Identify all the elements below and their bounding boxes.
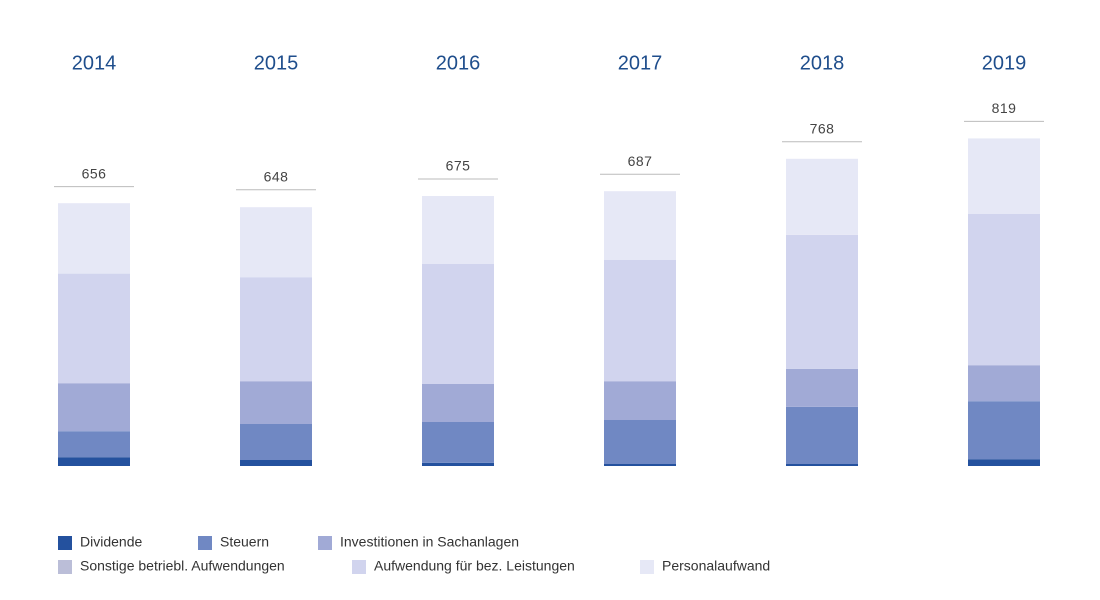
total-label: 648 [264, 169, 289, 185]
total-label: 819 [992, 100, 1017, 116]
bar-segment [422, 422, 494, 463]
bar-segment [786, 368, 858, 407]
bar-segment [240, 381, 312, 424]
bar-segment [422, 264, 494, 384]
year-label: 2019 [982, 52, 1027, 74]
legend-swatch [318, 536, 332, 550]
legend-label: Personalaufwand [662, 558, 770, 574]
bar-segment [58, 273, 130, 384]
bar-segment [240, 424, 312, 460]
bar-segment [58, 383, 130, 432]
bar-segment [604, 464, 676, 466]
bar-segment [968, 365, 1040, 402]
year-label: 2016 [436, 52, 481, 74]
total-label: 687 [628, 153, 653, 169]
bar-segment [604, 381, 676, 420]
bar-segment [968, 459, 1040, 466]
bar-segment [786, 406, 858, 464]
legend-label: Investitionen in Sachanlagen [340, 534, 519, 550]
bar-segment [240, 277, 312, 382]
bar-segment [422, 462, 494, 466]
bar-segment [604, 420, 676, 464]
bar-segment [968, 214, 1040, 366]
bar-segment [58, 431, 130, 458]
bar-segment [58, 457, 130, 466]
legend-swatch [352, 560, 366, 574]
bar-segment [786, 464, 858, 466]
legend-swatch [58, 560, 72, 574]
year-label: 2018 [800, 52, 845, 74]
bar-segment [786, 234, 858, 369]
bar-segment [604, 260, 676, 382]
bar-segment [786, 158, 858, 235]
legend-label: Sonstige betriebl. Aufwendungen [80, 558, 285, 574]
total-label: 675 [446, 158, 471, 174]
bar-segment [422, 384, 494, 422]
total-label: 768 [810, 121, 835, 137]
legend-swatch [58, 536, 72, 550]
year-label: 2014 [72, 52, 117, 74]
bar-segment [968, 138, 1040, 214]
legend-label: Dividende [80, 534, 142, 550]
bar-segment [58, 203, 130, 274]
year-label: 2017 [618, 52, 663, 74]
legend-label: Aufwendung für bez. Leistungen [374, 558, 575, 574]
legend-label: Steuern [220, 534, 269, 550]
total-label: 656 [82, 165, 107, 181]
bar-segment [968, 401, 1040, 460]
bar-segment [604, 191, 676, 260]
bar-segment [422, 196, 494, 264]
bar-segment [240, 460, 312, 466]
legend-swatch [198, 536, 212, 550]
year-label: 2015 [254, 52, 299, 74]
bar-segment [240, 207, 312, 278]
legend-swatch [640, 560, 654, 574]
